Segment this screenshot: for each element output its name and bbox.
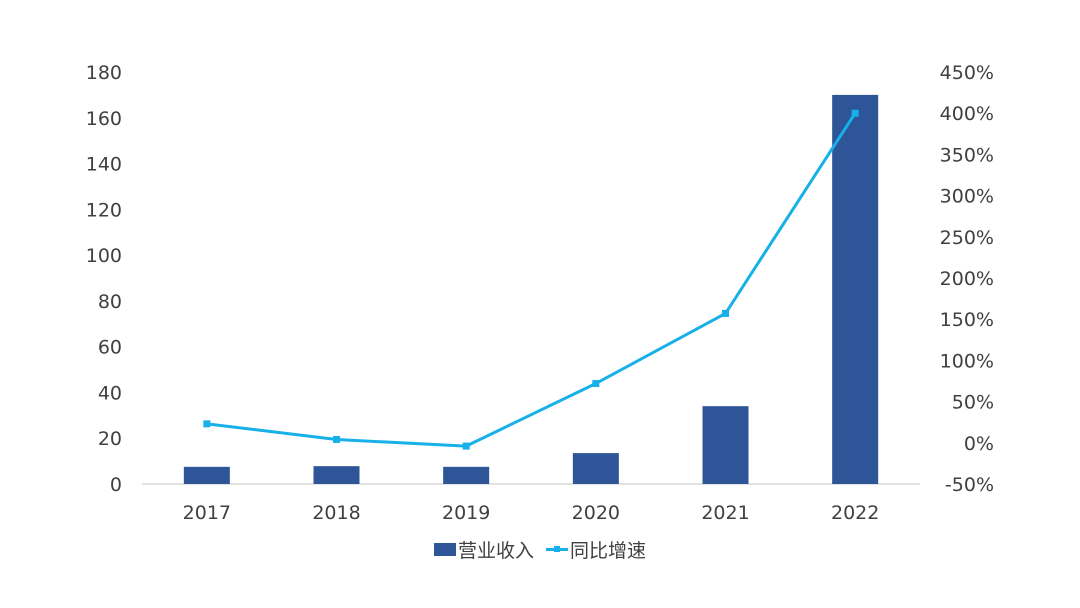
y-right-tick-label: 150% xyxy=(940,309,994,331)
bar xyxy=(572,453,619,484)
line-marker xyxy=(851,109,859,117)
y-left-tick-label: 0 xyxy=(110,474,122,496)
legend-item-revenue: 营业收入 xyxy=(433,536,534,563)
y-right-tick-label: -50% xyxy=(945,474,994,496)
legend-label-growth: 同比增速 xyxy=(570,540,647,562)
y-left-tick-label: 60 xyxy=(98,337,122,359)
line-marker xyxy=(462,442,470,450)
y-left-tick-label: 100 xyxy=(86,245,122,267)
line-marker xyxy=(592,379,600,387)
bar-series xyxy=(183,94,879,484)
y-right-tick-label: 250% xyxy=(940,227,994,249)
y-left-tick-label: 120 xyxy=(86,199,122,221)
x-tick-label: 2018 xyxy=(312,502,360,524)
y-left-tick-label: 40 xyxy=(98,382,122,404)
y-right-tick-label: 50% xyxy=(952,392,994,414)
y-left-tick-label: 20 xyxy=(98,428,122,450)
line-series xyxy=(203,109,859,450)
x-tick-label: 2019 xyxy=(442,502,490,524)
bar xyxy=(183,466,230,484)
y-right-tick-label: 200% xyxy=(940,268,994,290)
left-axis: 0 20 40 60 80 100 120 140 160 180 xyxy=(86,62,122,496)
y-right-tick-label: 400% xyxy=(940,103,994,125)
x-tick-label: 2020 xyxy=(572,502,620,524)
line-marker xyxy=(333,436,340,444)
y-right-tick-label: 100% xyxy=(940,350,994,372)
y-right-tick-label: 300% xyxy=(940,186,994,208)
legend-item-growth: 同比增速 xyxy=(546,536,646,563)
bar xyxy=(313,466,360,484)
x-axis: 2017 2018 2019 2020 2021 2022 xyxy=(142,483,920,524)
y-left-tick-label: 80 xyxy=(98,291,122,313)
y-left-tick-label: 140 xyxy=(86,154,122,176)
y-right-tick-label: 0% xyxy=(964,433,994,455)
y-left-tick-label: 180 xyxy=(86,62,122,84)
legend-label-revenue: 营业收入 xyxy=(457,540,534,562)
legend: 营业收入 同比增速 xyxy=(0,536,1080,563)
line-marker xyxy=(203,420,211,428)
legend-swatch-line xyxy=(546,543,568,556)
bar xyxy=(702,406,749,484)
y-right-tick-label: 450% xyxy=(940,62,994,84)
legend-swatch-bar xyxy=(433,543,456,556)
y-right-tick-label: 350% xyxy=(940,144,994,166)
x-tick-label: 2021 xyxy=(701,502,749,524)
line-marker xyxy=(722,309,729,317)
bar xyxy=(443,466,490,484)
y-left-tick-label: 160 xyxy=(86,108,122,130)
right-axis: -50% 0% 50% 100% 150% 200% 250% 300% 350% 400% 450… xyxy=(940,62,994,496)
growth-line xyxy=(206,112,857,448)
x-tick-label: 2017 xyxy=(183,502,231,524)
x-tick-label: 2022 xyxy=(831,502,879,524)
bar xyxy=(832,94,879,484)
